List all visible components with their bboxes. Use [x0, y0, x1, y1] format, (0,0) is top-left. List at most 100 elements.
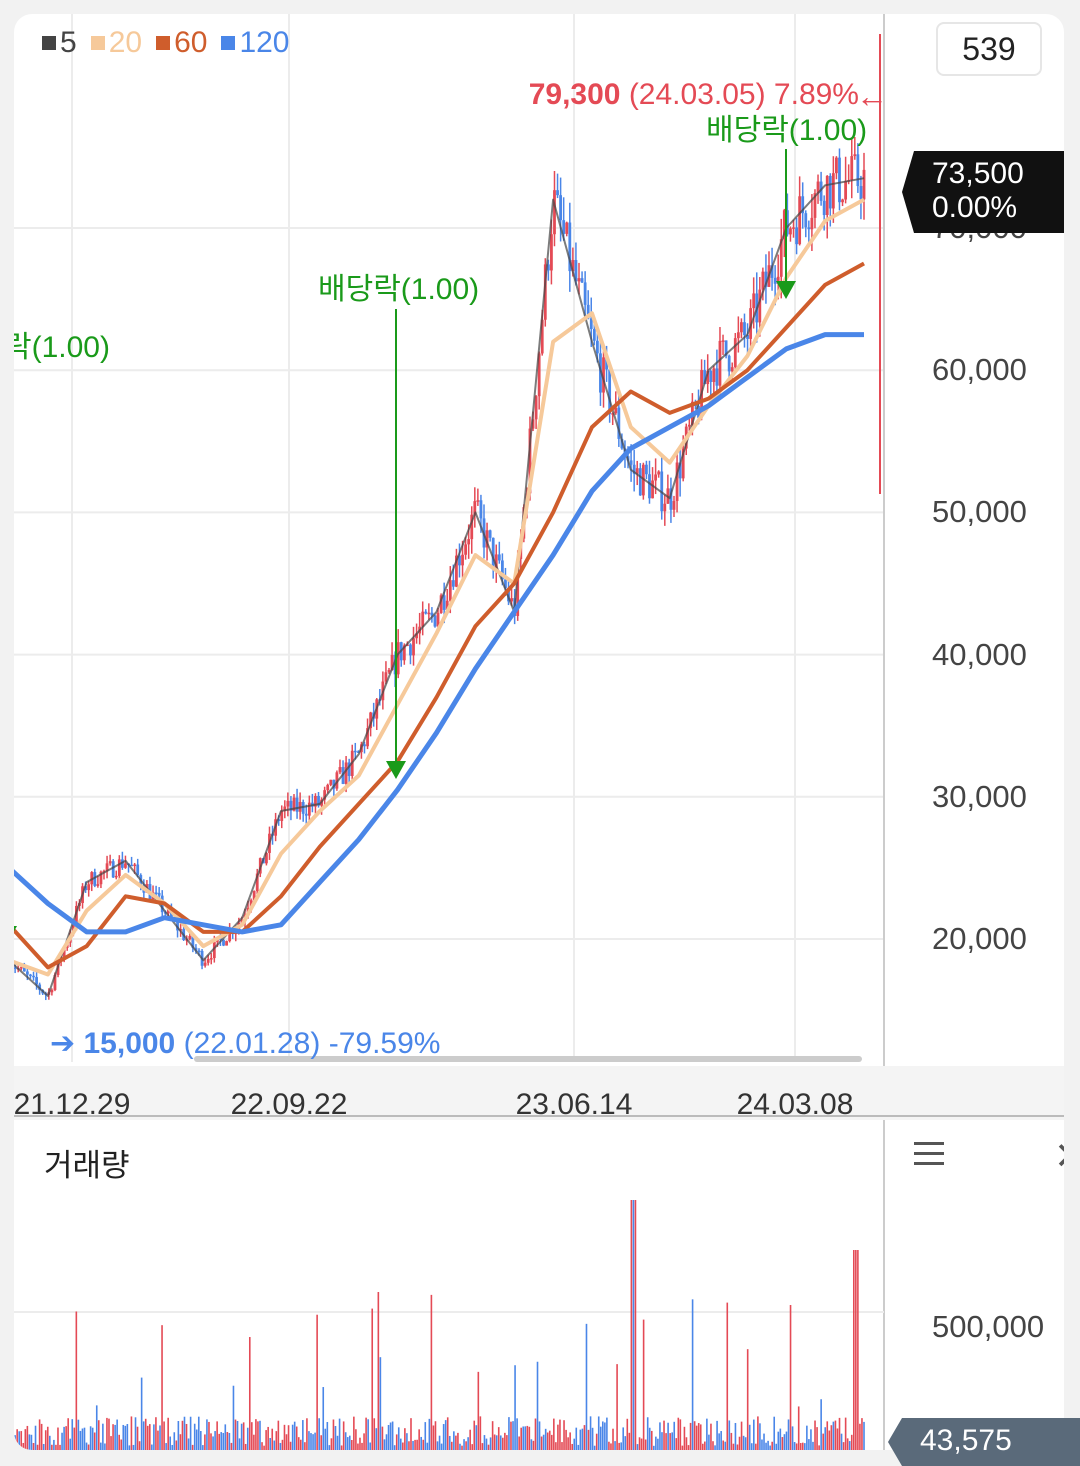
volume-bar [422, 1440, 424, 1450]
volume-bar [90, 1426, 92, 1450]
volume-bar [582, 1429, 584, 1450]
chart-canvas[interactable] [14, 14, 1064, 1450]
volume-bar [18, 1431, 20, 1450]
candle-body [829, 176, 832, 209]
volume-bar [445, 1420, 447, 1450]
candle-body [663, 504, 666, 512]
volume-bar [594, 1446, 596, 1450]
volume-bar [300, 1440, 302, 1450]
candle-body [32, 976, 35, 978]
x-tick-label: 22.09.22 [231, 1088, 348, 1122]
volume-bar [245, 1444, 247, 1450]
volume-bar [724, 1442, 726, 1450]
volume-bar [327, 1422, 329, 1450]
volume-bar [376, 1428, 378, 1450]
volume-bar [312, 1434, 314, 1450]
volume-bar [531, 1439, 533, 1450]
volume-bar [47, 1427, 49, 1450]
volume-bar [76, 1312, 78, 1450]
volume-bar [749, 1425, 751, 1450]
chart-frame[interactable]: 5 20 60 120 539 79,300 (24.03.05) 7.89% … [14, 14, 1064, 1450]
candle-body [639, 468, 642, 495]
volume-bar [16, 1429, 18, 1450]
legend-item-ma60[interactable]: 60 [156, 26, 207, 60]
volume-bar [686, 1437, 688, 1450]
candle-body [838, 158, 841, 203]
candle-body [452, 580, 455, 587]
volume-bar [810, 1429, 812, 1450]
candle-body [712, 368, 715, 382]
close-icon[interactable]: ✕ [1054, 1138, 1064, 1176]
volume-bar [424, 1422, 426, 1450]
candle-body [731, 367, 734, 371]
volume-bar [67, 1418, 69, 1450]
volume-bar [57, 1428, 59, 1450]
candle-body [87, 884, 90, 890]
volume-bar [380, 1357, 382, 1450]
volume-bar [296, 1427, 298, 1450]
volume-bar [284, 1425, 286, 1450]
volume-bar [276, 1431, 278, 1450]
volume-bar [488, 1445, 490, 1450]
candle-body [584, 282, 587, 304]
candle-body [449, 580, 452, 601]
legend-item-ma120[interactable]: 120 [221, 26, 289, 60]
volume-bar [569, 1432, 571, 1450]
volume-bar [743, 1436, 745, 1450]
volume-bar [831, 1425, 833, 1450]
volume-bar [333, 1419, 335, 1450]
volume-bar [555, 1442, 557, 1450]
volume-bar [788, 1419, 790, 1450]
volume-bar [314, 1433, 316, 1450]
volume-bar [239, 1438, 241, 1450]
candle-body [804, 213, 807, 227]
volume-bar [294, 1422, 296, 1450]
volume-bar [524, 1426, 526, 1450]
volume-bar [441, 1444, 443, 1450]
volume-bar [586, 1324, 588, 1450]
legend-label-ma5: 5 [60, 26, 77, 60]
candle-body [296, 798, 299, 812]
volume-bar [853, 1250, 855, 1450]
volume-bar [804, 1443, 806, 1450]
volume-bar [167, 1418, 169, 1450]
volume-bar [661, 1432, 663, 1450]
volume-bar [180, 1434, 182, 1450]
ma-line-120 [14, 335, 864, 932]
ma-line-20 [14, 200, 864, 975]
volume-bar [849, 1441, 851, 1450]
y-tick-label: 30,000 [932, 779, 1027, 815]
x-tick-label: 21.12.29 [14, 1088, 130, 1122]
volume-bar [151, 1445, 153, 1450]
volume-bar [435, 1421, 437, 1450]
volume-bar [649, 1428, 651, 1450]
volume-bar [261, 1442, 263, 1450]
volume-bar [490, 1437, 492, 1450]
volume-bar [553, 1419, 555, 1450]
volume-bar [182, 1421, 184, 1450]
volume-bar [843, 1442, 845, 1450]
volume-bar [139, 1441, 141, 1450]
volume-bar [669, 1433, 671, 1450]
volume-bar [251, 1422, 253, 1450]
volume-bar [398, 1427, 400, 1450]
volume-bar [414, 1440, 416, 1450]
volume-bar [559, 1420, 561, 1450]
candle-body [716, 368, 719, 385]
menu-icon[interactable] [914, 1142, 944, 1166]
volume-bar [433, 1425, 435, 1450]
volume-bar [206, 1419, 208, 1450]
volume-bar [514, 1365, 516, 1450]
volume-bar [518, 1436, 520, 1450]
legend-item-ma5[interactable]: 5 [42, 26, 77, 60]
current-price-tag: 73,500 0.00% [902, 151, 1064, 233]
volume-bar [675, 1438, 677, 1450]
period-count-box[interactable]: 539 [936, 22, 1042, 76]
volume-bar [486, 1439, 488, 1450]
legend-item-ma20[interactable]: 20 [91, 26, 142, 60]
volume-bar [259, 1421, 261, 1450]
volume-bar [453, 1431, 455, 1450]
volume-bar [355, 1429, 357, 1450]
volume-bar [104, 1443, 106, 1450]
volume-bar [71, 1419, 73, 1450]
